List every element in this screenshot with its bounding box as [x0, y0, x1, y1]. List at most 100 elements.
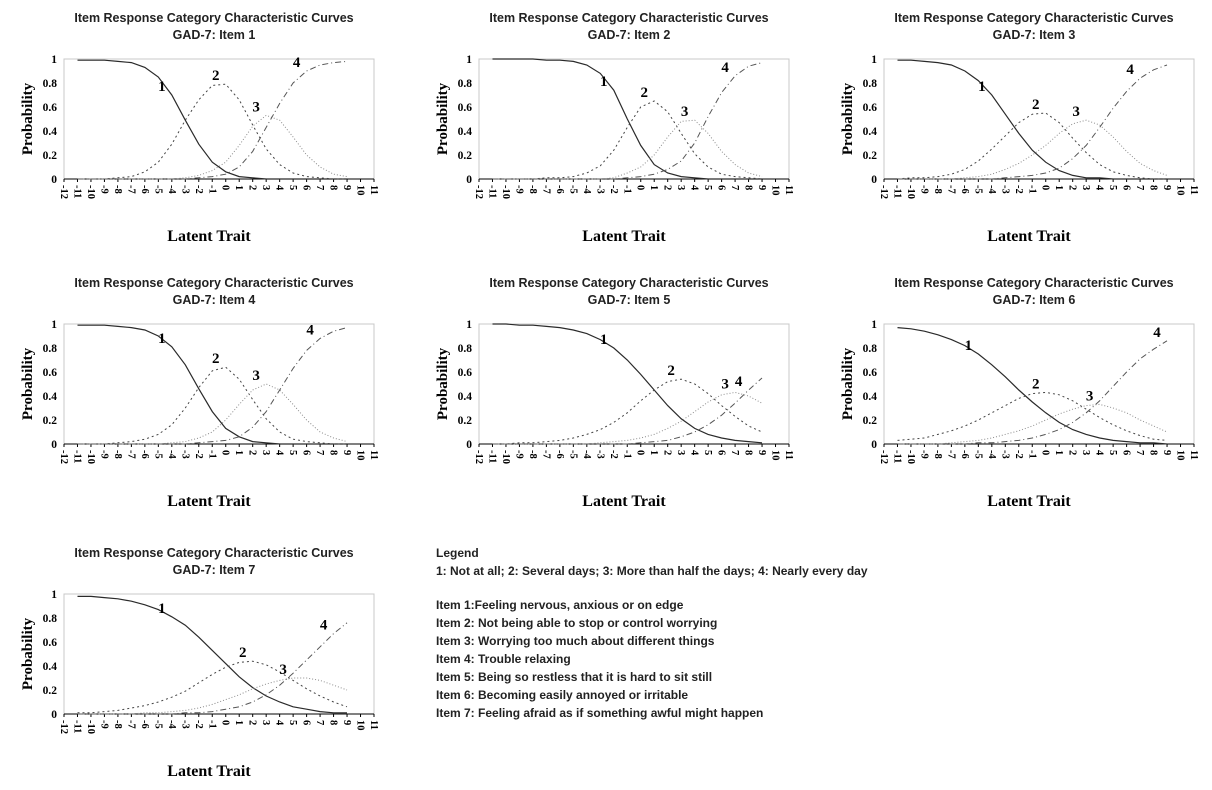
x-tick-label: 3 [260, 450, 271, 455]
x-tick-label: -8 [112, 185, 123, 194]
y-tick-label: 0.4 [863, 126, 878, 138]
x-tick-label: -2 [1013, 185, 1024, 194]
x-tick-label: -4 [166, 185, 177, 194]
x-tick-label: -2 [193, 720, 204, 729]
y-tick-label: 0 [871, 439, 877, 451]
series-line-category-1 [77, 595, 347, 714]
x-tick-label: -4 [986, 185, 997, 194]
x-tick-label: -1 [621, 185, 632, 194]
x-tick-label: -6 [959, 185, 970, 194]
series-line-category-3 [897, 403, 1168, 445]
y-tick-label: 0.4 [863, 391, 878, 403]
x-tick-label: -9 [918, 450, 929, 459]
chart-panel-item-5: Item Response Category Characteristic Cu… [425, 270, 825, 520]
plot-area [63, 323, 375, 445]
series-line-category-3 [492, 119, 763, 180]
x-tick-label: 5 [287, 185, 298, 190]
x-tick-label: -6 [139, 185, 150, 194]
x-tick-label: -4 [581, 185, 592, 194]
chart-title: Item Response Category Characteristic Cu… [489, 276, 768, 290]
x-tick-label: 9 [756, 185, 767, 190]
category-label-3: 3 [1086, 388, 1094, 404]
x-tick-label: -4 [986, 450, 997, 459]
plot-area [883, 58, 1195, 180]
x-axis-label: Latent Trait [582, 493, 666, 510]
y-axis-label: Probability [435, 82, 451, 155]
category-label-1: 1 [965, 338, 973, 354]
legend-item-4: Item 4: Trouble relaxing [436, 652, 571, 666]
y-tick-label: 0.8 [458, 343, 473, 355]
chart-subtitle: GAD-7: Item 1 [173, 28, 256, 42]
x-tick-label: 2 [247, 720, 258, 725]
x-tick-label: -5 [567, 450, 578, 459]
x-tick-label: -8 [932, 185, 943, 194]
category-label-4: 4 [1126, 62, 1134, 78]
x-tick-label: 7 [1134, 185, 1145, 190]
chart-svg-item-5: Item Response Category Characteristic Cu… [435, 276, 794, 510]
series-line-category-2 [77, 660, 348, 714]
category-label-2: 2 [239, 645, 247, 661]
chart-subtitle: GAD-7: Item 5 [588, 293, 671, 307]
x-axis-label: Latent Trait [582, 228, 666, 245]
y-tick-label: 0.2 [863, 415, 878, 427]
category-label-4: 4 [293, 55, 301, 71]
x-tick-label: 11 [368, 450, 379, 460]
y-axis-label: Probability [840, 347, 856, 420]
x-tick-label: 6 [301, 185, 312, 190]
x-tick-label: 6 [1121, 185, 1132, 190]
legend-item-6: Item 6: Becoming easily annoyed or irrit… [436, 688, 689, 702]
x-tick-label: -7 [945, 185, 956, 194]
series-line-category-2 [897, 112, 1167, 180]
x-tick-label: -4 [581, 450, 592, 459]
y-tick-label: 0.8 [863, 78, 878, 90]
x-tick-label: -5 [972, 450, 983, 459]
y-tick-label: 0.4 [458, 126, 473, 138]
x-tick-label: 5 [702, 450, 713, 455]
y-tick-label: 0.6 [863, 102, 878, 114]
chart-svg-item-6: Item Response Category Characteristic Cu… [840, 276, 1199, 510]
y-tick-label: 1 [871, 54, 877, 66]
x-tick-label: -7 [540, 450, 551, 459]
y-tick-label: 0.4 [43, 126, 58, 138]
x-tick-label: 3 [1080, 450, 1091, 455]
series-line-category-4 [897, 64, 1168, 180]
x-tick-label: -3 [594, 185, 605, 194]
x-tick-label: -2 [193, 450, 204, 459]
y-tick-label: 0.6 [43, 367, 58, 379]
series-line-category-3 [77, 114, 348, 180]
x-tick-label: -3 [179, 450, 190, 459]
x-tick-label: 5 [287, 720, 298, 725]
x-tick-label: -10 [85, 185, 96, 199]
x-tick-label: -2 [608, 450, 619, 459]
x-tick-label: 8 [743, 450, 754, 455]
x-tick-label: 9 [341, 450, 352, 455]
x-tick-label: -12 [473, 185, 484, 199]
x-tick-label: -9 [98, 450, 109, 459]
chart-svg-item-2: Item Response Category Characteristic Cu… [435, 11, 794, 245]
x-tick-label: 5 [287, 450, 298, 455]
x-tick-label: 6 [301, 450, 312, 455]
x-tick-label: -6 [139, 720, 150, 729]
x-tick-label: -12 [878, 185, 889, 199]
series-line-category-2 [897, 391, 1168, 441]
x-tick-label: 2 [662, 450, 673, 455]
category-label-2: 2 [1032, 97, 1040, 113]
series-line-category-3 [77, 677, 348, 715]
y-tick-label: 1 [871, 319, 877, 331]
x-tick-label: -4 [166, 720, 177, 729]
y-tick-label: 0.2 [43, 415, 58, 427]
category-label-2: 2 [212, 351, 220, 367]
legend-item-7: Item 7: Feeling afraid as if something a… [436, 706, 764, 720]
x-tick-label: 4 [274, 720, 285, 726]
series-line-category-1 [77, 59, 347, 180]
y-tick-label: 0.6 [458, 102, 473, 114]
x-tick-label: -7 [125, 450, 136, 459]
x-tick-label: 1 [648, 450, 659, 455]
legend-item-3: Item 3: Worrying too much about differen… [436, 634, 715, 648]
x-tick-label: 4 [274, 185, 285, 191]
plot-area [63, 58, 375, 180]
x-tick-label: 8 [328, 450, 339, 455]
chart-subtitle: GAD-7: Item 4 [173, 293, 256, 307]
x-axis-label: Latent Trait [167, 493, 251, 510]
y-axis-label: Probability [20, 347, 36, 420]
